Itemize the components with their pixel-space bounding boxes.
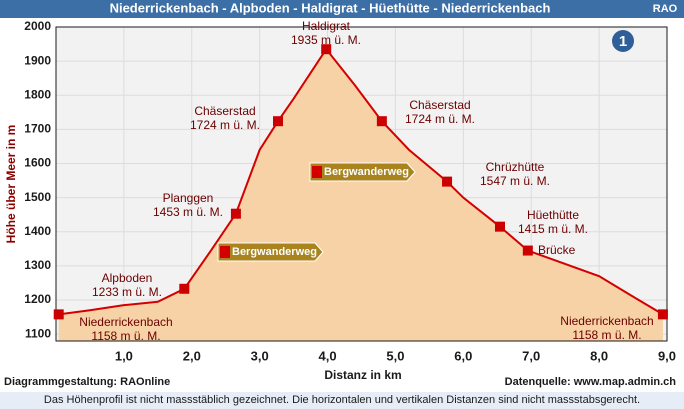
waypoint-marker <box>494 221 505 232</box>
waypoint-elevation: 1415 m ü. M. <box>518 222 588 236</box>
sign-text: Bergwanderweg <box>232 246 317 258</box>
plot-border <box>55 26 668 342</box>
x-tick-label: 5,0 <box>386 348 404 363</box>
waypoint-marker <box>53 309 64 320</box>
waypoint-elevation: 1935 m ü. M. <box>291 33 361 47</box>
waypoint-marker <box>179 283 190 294</box>
sign-icon <box>220 246 230 258</box>
waypoint-elevation: 1547 m ü. M. <box>480 174 550 188</box>
y-tick-label: 1700 <box>24 122 51 136</box>
x-axis-label: Distanz in km <box>324 368 401 382</box>
waypoint-elevation: 1453 m ü. M. <box>153 205 223 219</box>
sign-board <box>217 242 324 262</box>
y-tick-label: 1900 <box>24 53 51 67</box>
waypoint-marker <box>442 176 453 187</box>
waypoint-elevation: 1724 m ü. M. <box>190 118 260 132</box>
sign-icon <box>312 166 322 178</box>
waypoint-elevation: 1724 m ü. M. <box>405 112 475 126</box>
footer-right: Datenquelle: www.map.admin.ch <box>505 376 677 388</box>
profile-line <box>58 47 664 316</box>
waypoint-marker <box>321 44 332 55</box>
x-tick-label: 2,0 <box>183 348 201 363</box>
waypoint-elevation: 1158 m ü. M. <box>572 328 641 342</box>
waypoint-elevation: 1158 m ü. M. <box>91 329 160 343</box>
waypoint-name: Chrüzhütte <box>486 160 545 174</box>
header-badge: RAO <box>653 3 678 15</box>
header-bar <box>0 0 684 18</box>
y-tick-label: 1400 <box>24 224 51 238</box>
waypoint-name: Hüethütte <box>527 208 579 222</box>
waypoint-name: Haldigrat <box>302 19 351 33</box>
waypoint-name: Brücke <box>538 243 576 257</box>
footer-bar <box>0 392 684 409</box>
y-tick-label: 1600 <box>24 156 51 170</box>
waypoint-name: Niederrickenbach <box>560 314 653 328</box>
x-tick-label: 3,0 <box>251 348 269 363</box>
route-number: 1 <box>619 33 627 50</box>
waypoint-name: Planggen <box>163 191 214 205</box>
header-title: Niederrickenbach - Alpboden - Haldigrat … <box>110 0 551 15</box>
x-tick-label: 6,0 <box>454 348 472 363</box>
y-tick-label: 1300 <box>24 258 51 272</box>
waypoint-marker <box>376 116 387 127</box>
waypoint-name: Alpboden <box>102 271 153 285</box>
waypoint-marker <box>522 245 533 256</box>
profile-area <box>58 49 663 341</box>
y-tick-label: 1200 <box>24 292 51 306</box>
x-tick-label: 1,0 <box>115 348 133 363</box>
sign-text: Bergwanderweg <box>324 166 409 178</box>
waypoint-marker <box>230 208 241 219</box>
x-tick-label: 9,0 <box>658 348 676 363</box>
y-tick-label: 2000 <box>24 19 51 33</box>
x-tick-label: 4,0 <box>319 348 337 363</box>
y-tick-label: 1100 <box>25 326 51 340</box>
plot: 1100 1200 1300 1400 1500 1600 1700 1800 1900 2000… <box>24 19 676 363</box>
waypoint-marker <box>657 309 668 320</box>
footer-left: Diagrammgestaltung: RAOnline <box>4 376 170 388</box>
sign-board <box>309 162 416 182</box>
x-tick-label: 8,0 <box>590 348 608 363</box>
waypoint-name: Chäserstad <box>409 98 470 112</box>
y-axis-label: Höhe über Meer in m <box>4 125 18 244</box>
waypoint-name: Chäserstad <box>194 104 255 118</box>
y-tick-label: 1800 <box>24 87 51 101</box>
footer-note: Das Höhenprofil ist nicht massstäblich g… <box>44 394 640 406</box>
x-tick-label: 7,0 <box>522 348 540 363</box>
y-tick-label: 1500 <box>24 190 51 204</box>
waypoint-name: Niederrickenbach <box>79 315 172 329</box>
route-badge <box>612 30 634 52</box>
waypoint-marker <box>272 116 283 127</box>
waypoint-elevation: 1233 m ü. M. <box>92 285 162 299</box>
